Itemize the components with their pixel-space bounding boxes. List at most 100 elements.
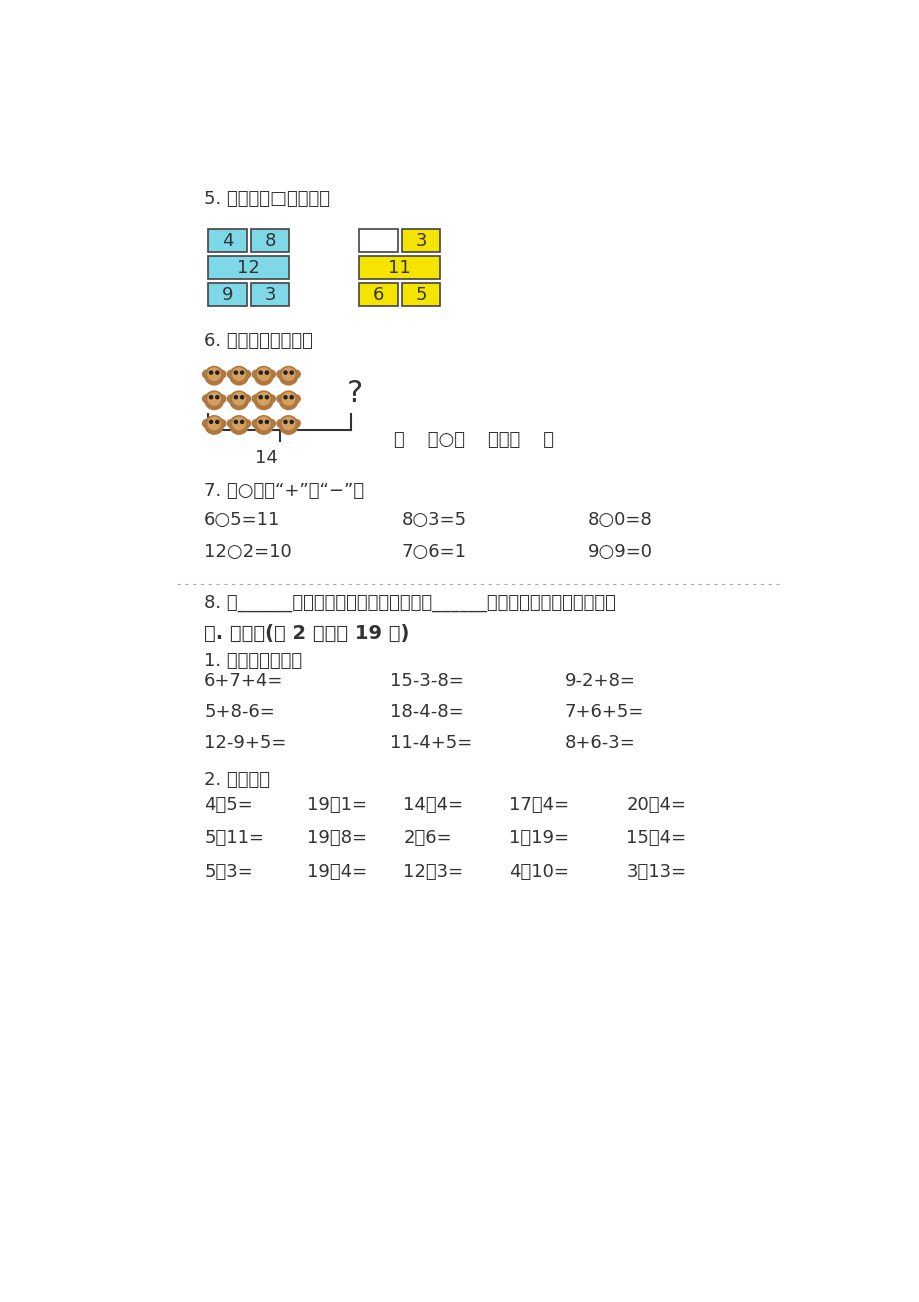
Text: 6. 看一看，填一填。: 6. 看一看，填一填。	[204, 332, 312, 350]
Bar	[358, 284, 397, 306]
Circle shape	[257, 393, 269, 405]
Circle shape	[233, 368, 245, 380]
Text: 11: 11	[388, 259, 411, 277]
Circle shape	[277, 370, 284, 378]
Circle shape	[243, 370, 250, 378]
Circle shape	[289, 421, 293, 423]
Circle shape	[205, 415, 223, 434]
Bar	[250, 229, 289, 253]
Text: 2. 计算题。: 2. 计算题。	[204, 771, 270, 789]
Text: 8+6-3=: 8+6-3=	[564, 734, 634, 753]
Text: 6: 6	[372, 286, 384, 303]
Bar	[358, 256, 440, 280]
Text: 15＋4=: 15＋4=	[626, 829, 686, 848]
Circle shape	[210, 371, 212, 374]
Circle shape	[202, 395, 210, 402]
Circle shape	[282, 368, 294, 380]
Bar	[402, 284, 440, 306]
Circle shape	[255, 366, 273, 385]
Circle shape	[289, 371, 293, 374]
Bar	[402, 229, 440, 253]
Circle shape	[240, 396, 244, 398]
Circle shape	[210, 396, 212, 398]
Text: 17－4=: 17－4=	[508, 796, 568, 814]
Circle shape	[208, 393, 221, 405]
Text: 15-3-8=: 15-3-8=	[390, 672, 463, 690]
Circle shape	[267, 419, 275, 427]
Bar	[358, 229, 397, 253]
Circle shape	[216, 371, 219, 374]
Circle shape	[230, 391, 248, 410]
Circle shape	[284, 371, 287, 374]
Circle shape	[240, 421, 244, 423]
Circle shape	[227, 419, 235, 427]
Text: 7+6+5=: 7+6+5=	[564, 703, 643, 721]
Circle shape	[279, 415, 298, 434]
Text: 7○6=1: 7○6=1	[402, 543, 466, 561]
Text: 4: 4	[221, 232, 233, 250]
Circle shape	[243, 419, 250, 427]
Text: 19＋1=: 19＋1=	[307, 796, 367, 814]
Circle shape	[240, 371, 244, 374]
Circle shape	[267, 395, 275, 402]
Circle shape	[292, 370, 300, 378]
Circle shape	[252, 370, 260, 378]
Circle shape	[282, 417, 294, 430]
Text: 5: 5	[414, 286, 426, 303]
Text: 12-9+5=: 12-9+5=	[204, 734, 286, 753]
Text: 5＋11=: 5＋11=	[204, 829, 264, 848]
Text: 19－4=: 19－4=	[307, 863, 367, 881]
Circle shape	[257, 417, 269, 430]
Text: 8○0=8: 8○0=8	[587, 510, 652, 529]
Text: 4＋5=: 4＋5=	[204, 796, 253, 814]
Circle shape	[292, 419, 300, 427]
Circle shape	[218, 395, 225, 402]
Text: 12: 12	[237, 259, 260, 277]
Circle shape	[243, 395, 250, 402]
Circle shape	[279, 366, 298, 385]
Text: 4＋10=: 4＋10=	[508, 863, 568, 881]
Circle shape	[210, 421, 212, 423]
Bar	[208, 229, 246, 253]
Circle shape	[292, 395, 300, 402]
Circle shape	[233, 417, 245, 430]
Text: 14: 14	[255, 449, 278, 467]
Circle shape	[279, 391, 298, 410]
Circle shape	[208, 417, 221, 430]
Circle shape	[205, 391, 223, 410]
Circle shape	[257, 368, 269, 380]
Circle shape	[252, 395, 260, 402]
Circle shape	[265, 421, 268, 423]
Text: 3＋13=: 3＋13=	[626, 863, 686, 881]
Text: 3: 3	[264, 286, 276, 303]
Text: 11-4+5=: 11-4+5=	[390, 734, 471, 753]
Circle shape	[255, 415, 273, 434]
Bar	[208, 256, 289, 280]
Circle shape	[202, 370, 210, 378]
Circle shape	[218, 370, 225, 378]
Circle shape	[202, 419, 210, 427]
Circle shape	[277, 395, 284, 402]
Circle shape	[265, 396, 268, 398]
Text: 8. 用______根小棒可以摆一个长方形；用______根小棒可以摆一个三角形。: 8. 用______根小棒可以摆一个长方形；用______根小棒可以摆一个三角形…	[204, 594, 616, 612]
Circle shape	[277, 419, 284, 427]
Text: 四. 计算题(共 2 题，共 19 分): 四. 计算题(共 2 题，共 19 分)	[204, 624, 409, 643]
Circle shape	[230, 415, 248, 434]
Circle shape	[259, 371, 262, 374]
Text: 18-4-8=: 18-4-8=	[390, 703, 463, 721]
Circle shape	[282, 393, 294, 405]
Text: 9-2+8=: 9-2+8=	[564, 672, 635, 690]
Text: 9: 9	[221, 286, 233, 303]
Circle shape	[289, 396, 293, 398]
Circle shape	[255, 391, 273, 410]
Circle shape	[216, 421, 219, 423]
Text: 19－8=: 19－8=	[307, 829, 367, 848]
Text: 3: 3	[414, 232, 426, 250]
Circle shape	[267, 370, 275, 378]
Text: 12○2=10: 12○2=10	[204, 543, 291, 561]
Text: 5＋3=: 5＋3=	[204, 863, 253, 881]
Circle shape	[234, 396, 237, 398]
Text: 5+8-6=: 5+8-6=	[204, 703, 275, 721]
Text: 6○5=11: 6○5=11	[204, 510, 280, 529]
Circle shape	[252, 419, 260, 427]
